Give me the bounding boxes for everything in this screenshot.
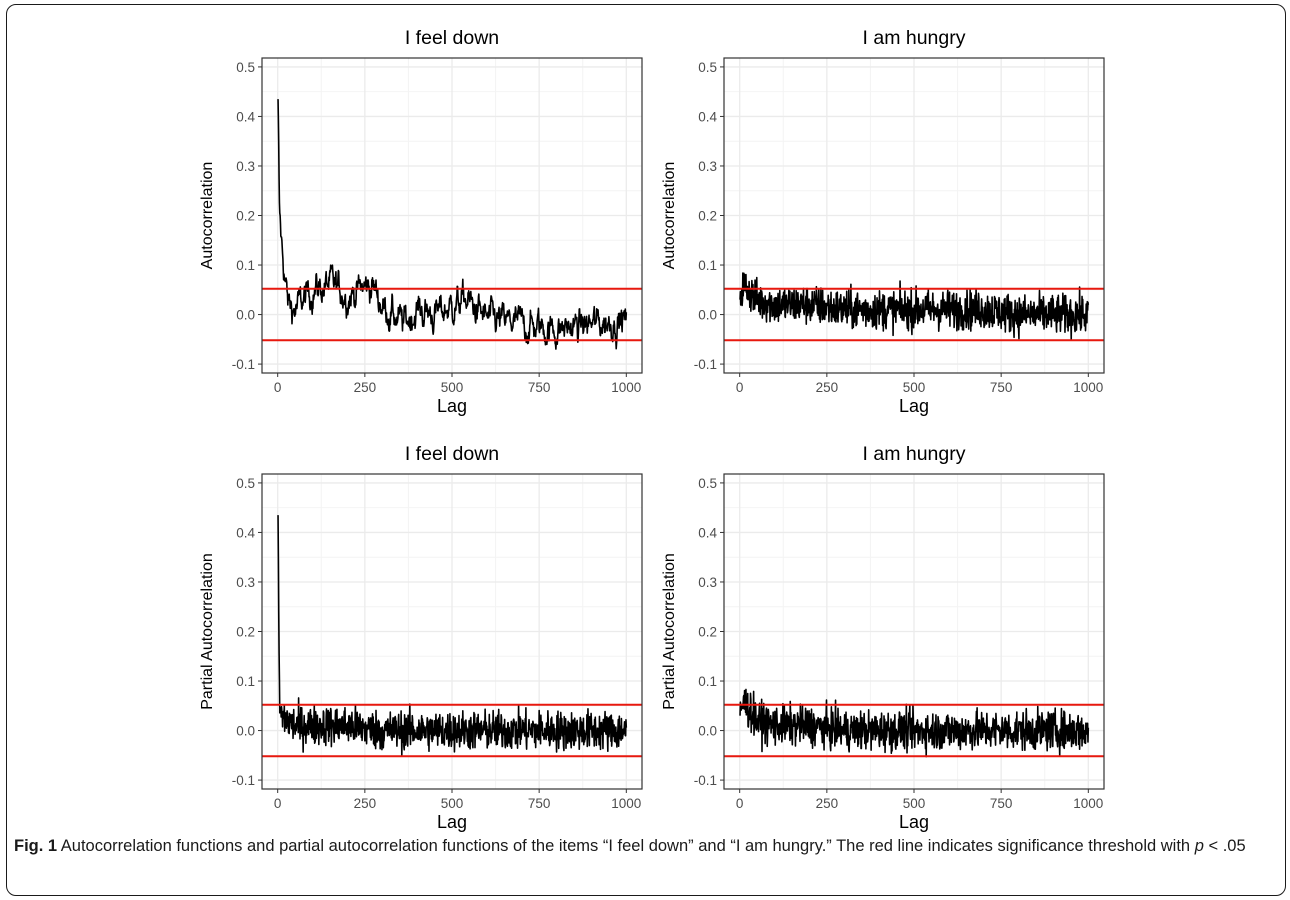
panel-border xyxy=(723,57,1105,374)
y-axis-label: Autocorrelation xyxy=(199,162,216,270)
x-tick-label: 750 xyxy=(528,380,551,395)
y-tick-label: 0.1 xyxy=(236,258,255,273)
y-tick-label: 0.4 xyxy=(236,109,255,124)
figure-caption: Fig. 1 Autocorrelation functions and par… xyxy=(14,834,1274,858)
y-tick-label: 0.3 xyxy=(698,575,717,590)
caption-text: Autocorrelation functions and partial au… xyxy=(60,837,1195,855)
y-tick-label: -0.1 xyxy=(232,773,255,788)
y-tick-label: 0.2 xyxy=(698,209,717,224)
figure-frame xyxy=(6,4,1286,896)
x-tick-label: 500 xyxy=(903,380,926,395)
y-tick-label: -0.1 xyxy=(694,773,717,788)
figure-label: Fig. 1 xyxy=(14,837,58,855)
x-tick-label: 500 xyxy=(441,380,464,395)
acf-series-line xyxy=(739,272,1090,340)
y-tick-label: 0.2 xyxy=(236,625,255,640)
acf-series-line xyxy=(277,99,628,350)
x-tick-label: 500 xyxy=(441,796,464,811)
y-tick-label: 0.0 xyxy=(236,308,255,323)
acf-series-line xyxy=(277,515,628,756)
y-axis-label: Partial Autocorrelation xyxy=(661,553,678,710)
y-tick-label: 0.4 xyxy=(698,525,717,540)
y-tick-label: 0.5 xyxy=(698,476,717,491)
y-tick-label: 0.5 xyxy=(698,60,717,75)
y-tick-label: 0.1 xyxy=(698,258,717,273)
y-tick-label: -0.1 xyxy=(694,357,717,372)
panel-title: I feel down xyxy=(405,443,499,465)
caption-p: p xyxy=(1194,837,1204,855)
panel-4: 0 250 500 750 1000 -0.1 0.0 0.1 0.2 0.3 0.4 0.5 I am… xyxy=(661,443,1105,832)
panel-border xyxy=(723,473,1105,790)
x-tick-label: 750 xyxy=(528,796,551,811)
x-tick-label: 1000 xyxy=(611,796,641,811)
x-tick-label: 1000 xyxy=(1073,380,1103,395)
panel-title: I am hungry xyxy=(863,27,966,49)
x-tick-label: 0 xyxy=(736,380,744,395)
y-tick-label: 0.3 xyxy=(698,159,717,174)
panel-3: 0 250 500 750 1000 -0.1 0.0 0.1 0.2 0.3 0.4 0.5 I fe… xyxy=(199,443,643,832)
x-tick-label: 250 xyxy=(816,796,839,811)
y-tick-label: 0.1 xyxy=(236,674,255,689)
acf-series-line xyxy=(739,688,1090,758)
y-tick-label: 0.4 xyxy=(698,109,717,124)
y-tick-label: 0.0 xyxy=(698,724,717,739)
y-tick-label: 0.5 xyxy=(236,476,255,491)
x-tick-label: 500 xyxy=(903,796,926,811)
x-tick-label: 250 xyxy=(354,796,377,811)
panel-title: I feel down xyxy=(405,27,499,49)
x-tick-label: 250 xyxy=(816,380,839,395)
y-axis-label: Partial Autocorrelation xyxy=(199,553,216,710)
y-tick-label: 0.1 xyxy=(698,674,717,689)
x-tick-label: 1000 xyxy=(611,380,641,395)
y-tick-label: 0.0 xyxy=(236,724,255,739)
x-tick-label: 0 xyxy=(736,796,744,811)
y-tick-label: 0.0 xyxy=(698,308,717,323)
y-tick-label: 0.3 xyxy=(236,159,255,174)
panel-border xyxy=(261,57,643,374)
panel-title: I am hungry xyxy=(863,443,966,465)
x-tick-label: 750 xyxy=(990,796,1013,811)
x-axis-label: Lag xyxy=(437,396,467,416)
x-tick-label: 0 xyxy=(274,380,282,395)
y-tick-label: 0.2 xyxy=(236,209,255,224)
x-tick-label: 250 xyxy=(354,380,377,395)
y-tick-label: -0.1 xyxy=(232,357,255,372)
x-axis-label: Lag xyxy=(899,396,929,416)
y-tick-label: 0.3 xyxy=(236,575,255,590)
panel-2: 0 250 500 750 1000 -0.1 0.0 0.1 0.2 0.3 0.4 0.5 I am… xyxy=(661,27,1105,416)
y-tick-label: 0.5 xyxy=(236,60,255,75)
caption-threshold: < .05 xyxy=(1203,837,1246,855)
x-tick-label: 0 xyxy=(274,796,282,811)
y-tick-label: 0.4 xyxy=(236,525,255,540)
panel-border xyxy=(261,473,643,790)
x-axis-label: Lag xyxy=(899,812,929,832)
y-tick-label: 0.2 xyxy=(698,625,717,640)
x-axis-label: Lag xyxy=(437,812,467,832)
x-tick-label: 1000 xyxy=(1073,796,1103,811)
y-axis-label: Autocorrelation xyxy=(661,162,678,270)
x-tick-label: 750 xyxy=(990,380,1013,395)
panel-1: 0 250 500 750 1000 -0.1 0.0 0.1 0.2 0.3 0.4 0.5 I fe… xyxy=(199,27,643,416)
